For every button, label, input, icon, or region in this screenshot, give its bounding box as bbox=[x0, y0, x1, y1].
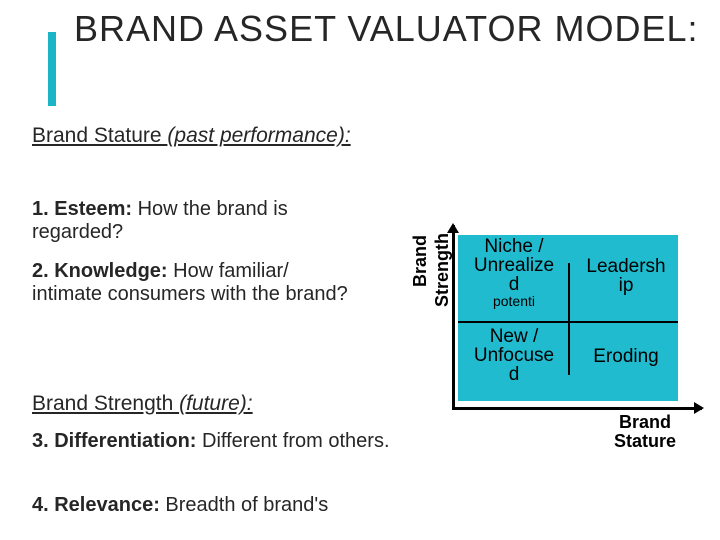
subheading-stature-a: Brand Stature bbox=[32, 124, 167, 147]
q-bl-line2: Unfocuse bbox=[460, 346, 568, 365]
quadrant-bottom-left: New / Unfocuse d bbox=[460, 327, 568, 384]
q-bl-line3: d bbox=[460, 365, 568, 384]
quadrant-top-left: Niche / Unrealize d potenti bbox=[460, 237, 568, 308]
item-esteem: 1. Esteem: How the brand is regarded? bbox=[32, 198, 362, 244]
x-axis bbox=[452, 407, 702, 410]
quadrant-bottom-right: Eroding bbox=[572, 347, 680, 366]
item-differentiation-label: 3. Differentiation: bbox=[32, 430, 202, 452]
q-tl-line4: potenti bbox=[460, 294, 568, 308]
subheading-strength-a: Brand Strength bbox=[32, 392, 179, 415]
y-axis-label-a: Brand bbox=[410, 235, 431, 287]
q-bl-line1: New / bbox=[460, 327, 568, 346]
quadrant-top-right: Leadersh ip bbox=[572, 257, 680, 295]
q-tr-line1: Leadersh bbox=[572, 257, 680, 276]
x-axis-label: Brand Stature bbox=[590, 413, 700, 451]
q-tl-line1: Niche / bbox=[460, 237, 568, 256]
item-relevance-label: 4. Relevance: bbox=[32, 494, 165, 516]
q-tl-line3: d bbox=[460, 275, 568, 294]
title-accent-bar bbox=[48, 32, 56, 106]
item-relevance-text: Breadth of brand's bbox=[165, 494, 328, 516]
item-esteem-label: 1. Esteem: bbox=[32, 198, 138, 220]
item-differentiation-text: Different from others. bbox=[202, 430, 389, 452]
bav-matrix: Brand Strength Niche / Unrealize d poten… bbox=[420, 235, 700, 425]
subheading-stature-b: (past performance): bbox=[167, 124, 350, 147]
slide-title: BRAND ASSET VALUATOR MODEL: bbox=[74, 10, 700, 48]
q-tr-line2: ip bbox=[572, 276, 680, 295]
item-relevance: 4. Relevance: Breadth of brand's bbox=[32, 494, 432, 517]
item-differentiation: 3. Differentiation: Different from other… bbox=[32, 430, 392, 453]
matrix-divider-vertical bbox=[568, 263, 570, 375]
subheading-strength-b: (future): bbox=[179, 392, 253, 415]
title-block: BRAND ASSET VALUATOR MODEL: bbox=[40, 10, 700, 48]
q-br-line1: Eroding bbox=[572, 347, 680, 366]
item-knowledge-label: 2. Knowledge: bbox=[32, 260, 173, 282]
item-knowledge: 2. Knowledge: How familiar/ intimate con… bbox=[32, 260, 362, 306]
slide: BRAND ASSET VALUATOR MODEL: Brand Statur… bbox=[0, 0, 720, 540]
subheading-stature: Brand Stature (past performance): bbox=[32, 124, 392, 148]
q-tl-line2: Unrealize bbox=[460, 256, 568, 275]
matrix-divider-horizontal bbox=[458, 321, 678, 323]
y-axis-label-b: Strength bbox=[432, 233, 453, 307]
subheading-strength: Brand Strength (future): bbox=[32, 392, 392, 416]
y-axis bbox=[452, 225, 455, 410]
